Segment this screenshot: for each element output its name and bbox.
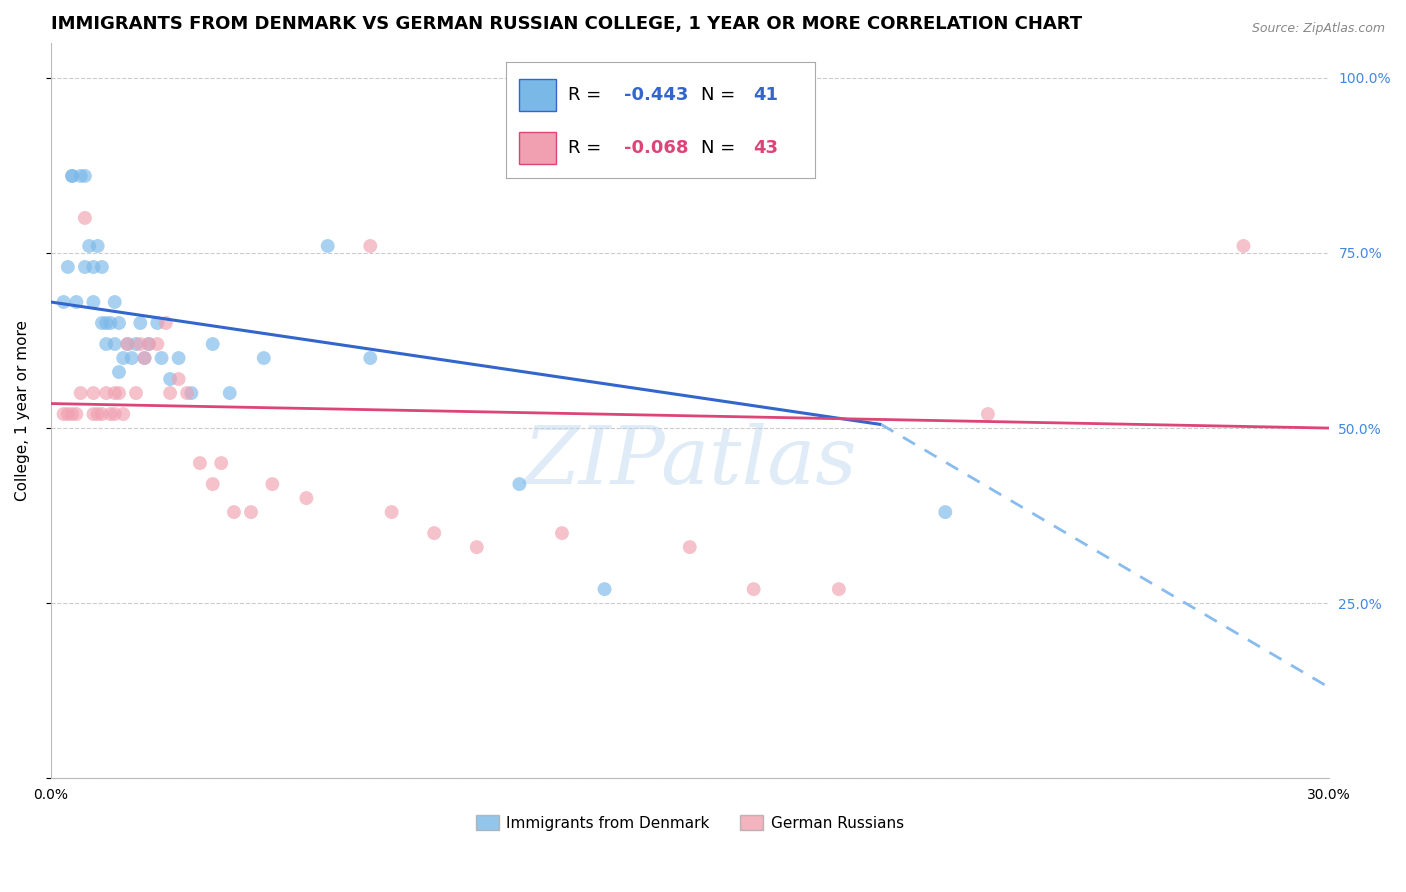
Point xyxy=(222,505,245,519)
Point xyxy=(91,407,114,421)
Point xyxy=(381,505,404,519)
Point xyxy=(359,239,381,253)
Point xyxy=(138,337,160,351)
Point xyxy=(167,372,190,386)
Text: N =: N = xyxy=(702,86,741,103)
Point xyxy=(129,316,152,330)
Text: R =: R = xyxy=(568,139,607,157)
Point xyxy=(82,295,104,310)
Point xyxy=(134,351,156,365)
Point xyxy=(828,582,851,596)
Point xyxy=(60,169,83,183)
Point xyxy=(218,386,240,401)
Point xyxy=(82,260,104,274)
Point xyxy=(52,407,75,421)
Point xyxy=(96,337,118,351)
Point xyxy=(155,316,177,330)
Point xyxy=(159,386,181,401)
Point xyxy=(104,407,127,421)
Point xyxy=(150,351,173,365)
Point xyxy=(201,477,224,491)
Point xyxy=(423,526,446,541)
Point xyxy=(86,239,108,253)
Point xyxy=(108,316,131,330)
Point xyxy=(201,337,224,351)
Text: R =: R = xyxy=(568,86,607,103)
Point xyxy=(91,260,114,274)
Point xyxy=(96,316,118,330)
Text: ZIPatlas: ZIPatlas xyxy=(523,424,856,500)
Point xyxy=(121,351,143,365)
Point xyxy=(253,351,276,365)
Point xyxy=(1232,239,1254,253)
Point xyxy=(125,337,148,351)
Point xyxy=(60,169,83,183)
Point xyxy=(465,540,488,554)
Point xyxy=(977,407,1000,421)
Text: -0.443: -0.443 xyxy=(624,86,688,103)
Point xyxy=(129,337,152,351)
Point xyxy=(91,316,114,330)
Point xyxy=(295,491,318,505)
Point xyxy=(82,386,104,401)
Point xyxy=(112,351,135,365)
Point xyxy=(100,407,122,421)
Point xyxy=(69,169,91,183)
Point xyxy=(104,295,127,310)
Point xyxy=(167,351,190,365)
Point xyxy=(180,386,202,401)
Point xyxy=(125,386,148,401)
Point xyxy=(104,386,127,401)
Y-axis label: College, 1 year or more: College, 1 year or more xyxy=(15,320,30,501)
Point xyxy=(508,477,530,491)
Bar xyxy=(519,78,555,112)
Point xyxy=(73,169,96,183)
Point xyxy=(108,365,131,379)
Point xyxy=(108,386,131,401)
Point xyxy=(359,351,381,365)
Point xyxy=(73,260,96,274)
Point xyxy=(65,407,87,421)
Point xyxy=(52,295,75,310)
Point xyxy=(262,477,284,491)
Bar xyxy=(519,132,555,164)
Point xyxy=(146,316,169,330)
Point xyxy=(159,372,181,386)
Point xyxy=(56,407,79,421)
Point xyxy=(117,337,139,351)
Point xyxy=(86,407,108,421)
Text: 43: 43 xyxy=(754,139,779,157)
Point xyxy=(188,456,211,470)
Text: -0.068: -0.068 xyxy=(624,139,688,157)
Point xyxy=(77,239,100,253)
Point xyxy=(551,526,574,541)
Text: N =: N = xyxy=(702,139,741,157)
Point xyxy=(69,386,91,401)
Point xyxy=(176,386,198,401)
Point xyxy=(73,211,96,225)
Point xyxy=(82,407,104,421)
Legend: Immigrants from Denmark, German Russians: Immigrants from Denmark, German Russians xyxy=(470,808,910,837)
Point xyxy=(60,407,83,421)
Text: Source: ZipAtlas.com: Source: ZipAtlas.com xyxy=(1251,22,1385,36)
Text: IMMIGRANTS FROM DENMARK VS GERMAN RUSSIAN COLLEGE, 1 YEAR OR MORE CORRELATION CH: IMMIGRANTS FROM DENMARK VS GERMAN RUSSIA… xyxy=(51,15,1083,33)
Point xyxy=(112,407,135,421)
Point xyxy=(65,295,87,310)
Point xyxy=(146,337,169,351)
Point xyxy=(104,337,127,351)
Point xyxy=(593,582,616,596)
Point xyxy=(934,505,956,519)
Point xyxy=(742,582,765,596)
Point xyxy=(316,239,339,253)
Point xyxy=(209,456,232,470)
Point xyxy=(138,337,160,351)
Point xyxy=(679,540,702,554)
Point xyxy=(117,337,139,351)
Text: 41: 41 xyxy=(754,86,779,103)
Point xyxy=(56,260,79,274)
Point xyxy=(96,386,118,401)
Point xyxy=(240,505,263,519)
Point xyxy=(134,351,156,365)
Point xyxy=(100,316,122,330)
